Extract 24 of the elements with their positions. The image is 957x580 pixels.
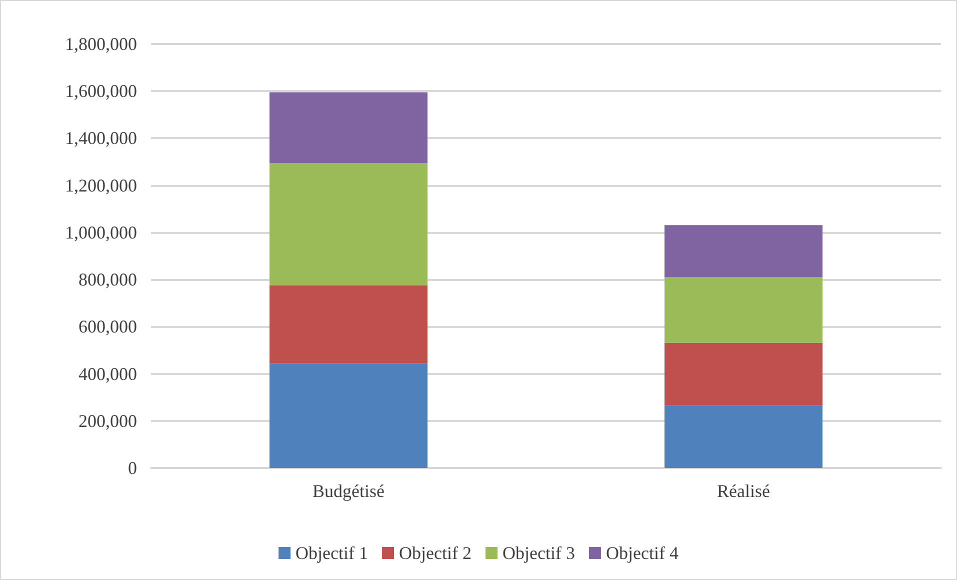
bar	[664, 276, 822, 343]
bar	[664, 405, 822, 468]
y-tick-label: 200,000	[78, 410, 137, 431]
x-tick-label: Budgétisé	[312, 481, 384, 501]
y-tick-label: 400,000	[78, 364, 137, 384]
bar	[664, 342, 822, 406]
legend-label: Objectif 1	[296, 543, 368, 563]
legend-label: Objectif 2	[399, 543, 472, 563]
bar	[664, 225, 822, 277]
y-tick-label: 1,200,000	[65, 175, 137, 196]
bar	[270, 363, 428, 468]
y-tick-label: 600,000	[78, 316, 137, 337]
y-tick-label: 800,000	[78, 270, 137, 290]
y-tick-label: 0	[128, 458, 137, 478]
y-tick-label: 1,400,000	[65, 128, 137, 148]
x-tick-label: Réalisé	[717, 481, 770, 501]
y-tick-label: 1,000,000	[65, 222, 137, 242]
bar	[270, 162, 428, 286]
y-tick-label: 1,800,000	[65, 34, 137, 54]
legend-label: Objectif 3	[502, 543, 575, 563]
legend-label: Objectif 4	[606, 543, 678, 563]
bar	[270, 92, 428, 163]
bar	[270, 285, 428, 364]
y-tick-label: 1,600,000	[65, 81, 137, 102]
